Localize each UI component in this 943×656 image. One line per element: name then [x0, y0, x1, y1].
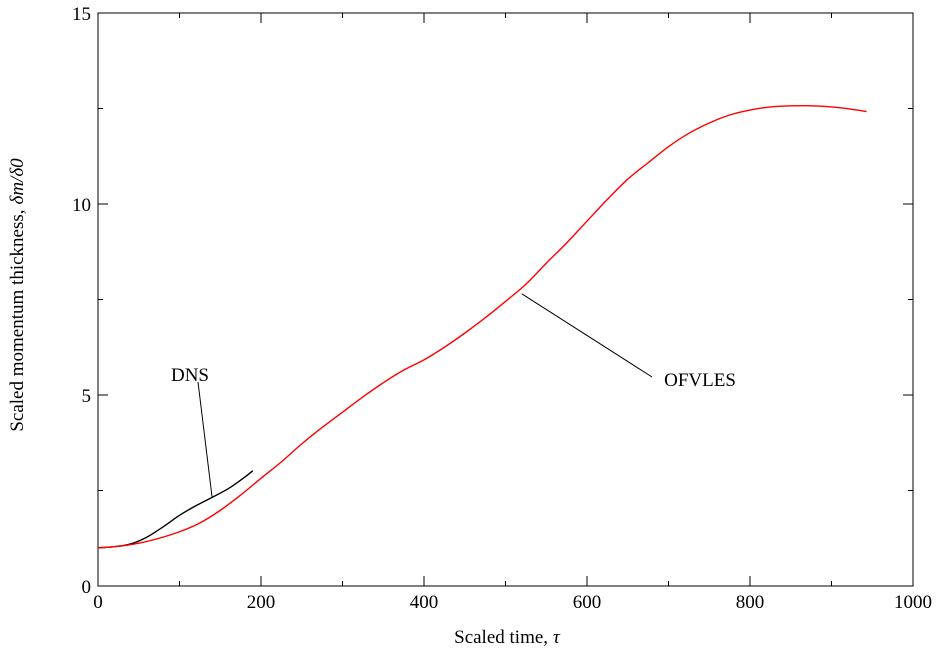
y-tick-label: 10 — [72, 195, 91, 216]
tick-labels: 0 200 400 600 800 1000 0 5 10 15 — [72, 4, 932, 613]
annotation-leader-dns — [197, 381, 213, 498]
annotations: DNS OFVLES — [171, 293, 736, 498]
series-line-ofvles — [97, 104, 867, 549]
x-tick-label: 0 — [93, 592, 103, 613]
y-axis-label-text: Scaled momentum thickness, — [7, 210, 28, 432]
x-axis-label-text: Scaled time, — [454, 627, 548, 648]
x-tick-label: 1000 — [894, 592, 932, 613]
x-tick-label: 400 — [410, 592, 439, 613]
x-axis-label-symbol: τ — [553, 627, 561, 648]
plot-frame — [97, 12, 914, 587]
x-tick-label: 800 — [736, 592, 765, 613]
y-axis-label: Scaled momentum thickness, δm/δ0 — [7, 158, 28, 432]
series-line-dns — [97, 470, 254, 549]
y-tick-label: 5 — [82, 386, 92, 407]
x-axis-label: Scaled time, τ — [454, 627, 561, 648]
x-tick-label: 600 — [573, 592, 602, 613]
y-axis-label-symbol: δm/δ0 — [7, 158, 28, 205]
annotation-label-dns: DNS — [171, 365, 209, 386]
y-tick-label: 15 — [72, 4, 91, 25]
x-tick-label: 200 — [247, 592, 276, 613]
axis-ticks — [97, 12, 914, 587]
series-lines — [97, 104, 867, 549]
annotation-leader-ofvles — [521, 293, 653, 378]
annotation-label-ofvles: OFVLES — [664, 370, 736, 391]
y-tick-label: 0 — [82, 577, 92, 598]
